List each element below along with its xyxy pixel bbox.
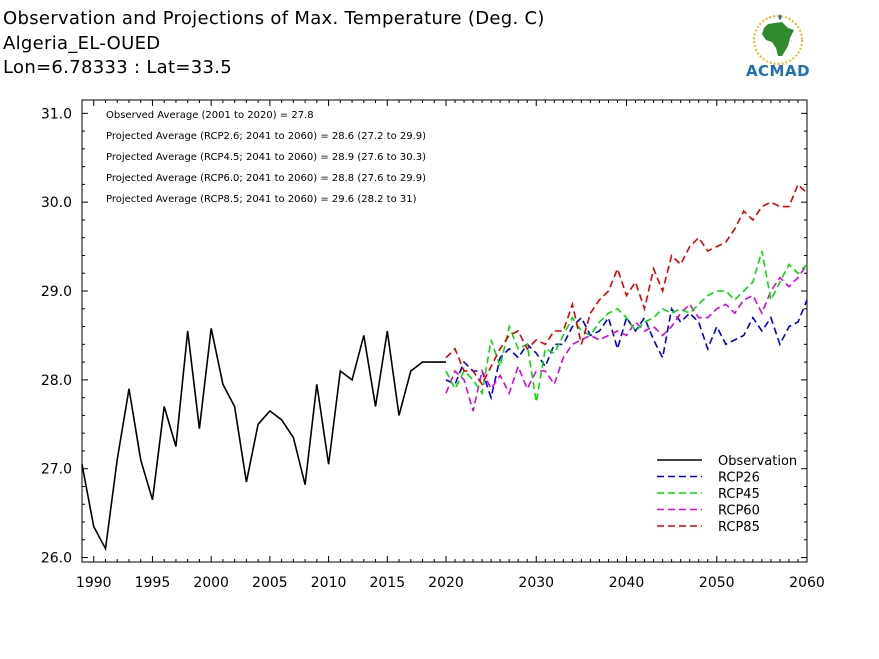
series-group (81, 182, 808, 552)
y-tick-label: 27.0 (41, 462, 72, 478)
series-line-rcp85 (445, 182, 808, 386)
x-tick-label: 2015 (369, 575, 405, 591)
x-tick-label: 2020 (428, 575, 464, 591)
x-tick-label: 2030 (518, 575, 554, 591)
annotation-line: Projected Average (RCP4.5; 2041 to 2060)… (106, 152, 426, 163)
acmad-logo-text: ACMAD (745, 62, 811, 80)
legend-label-rcp26: RCP26 (718, 471, 760, 486)
legend-label-rcp45: RCP45 (718, 487, 760, 502)
annotation-line: Projected Average (RCP6.0; 2041 to 2060)… (106, 173, 426, 184)
series-line-rcp60 (445, 263, 808, 412)
series-line-rcp45 (445, 250, 808, 403)
x-tick-label: 1990 (76, 575, 112, 591)
africa-map-icon (753, 14, 803, 65)
legend-label-rcp60: RCP60 (718, 504, 760, 519)
x-tick-label: 2005 (252, 575, 288, 591)
annotation-line: Projected Average (RCP8.5; 2041 to 2060)… (106, 194, 417, 205)
x-tick-label: 2040 (609, 575, 645, 591)
x-tick-label: 2000 (193, 575, 229, 591)
plot-frame (81, 99, 808, 563)
x-tick-label: 2060 (789, 575, 825, 591)
series-line-observation (81, 328, 446, 552)
station-coords: Lon=6.78333 : Lat=33.5 (3, 57, 233, 78)
legend-label-observation: Observation (718, 454, 797, 469)
x-tick-label: 2050 (699, 575, 735, 591)
y-tick-label: 28.0 (41, 373, 72, 389)
y-tick-label: 31.0 (41, 106, 72, 122)
y-tick-label: 29.0 (41, 284, 72, 300)
legend-label-rcp85: RCP85 (718, 520, 760, 535)
station-name: Algeria_EL-OUED (3, 33, 161, 54)
series-line-rcp26 (445, 299, 808, 401)
acmad-logo: ACMAD (738, 10, 818, 82)
chart-title: Observation and Projections of Max. Temp… (3, 8, 545, 29)
x-tick-label: 1995 (135, 575, 171, 591)
annotation-line: Observed Average (2001 to 2020) = 27.8 (106, 110, 314, 121)
x-tick-label: 2010 (311, 575, 347, 591)
y-tick-label: 26.0 (41, 551, 72, 567)
y-axis: 26.0 27.0 28.0 29.0 30.0 31.0 (41, 106, 807, 567)
annotations: Observed Average (2001 to 2020) = 27.8 Pr… (106, 110, 426, 205)
y-tick-label: 30.0 (41, 195, 72, 211)
x-axis: 1990 1995 2000 2005 2010 2015 2020 2030 2040 2050… (76, 100, 825, 591)
annotation-line: Projected Average (RCP2.6; 2041 to 2060)… (106, 131, 426, 142)
